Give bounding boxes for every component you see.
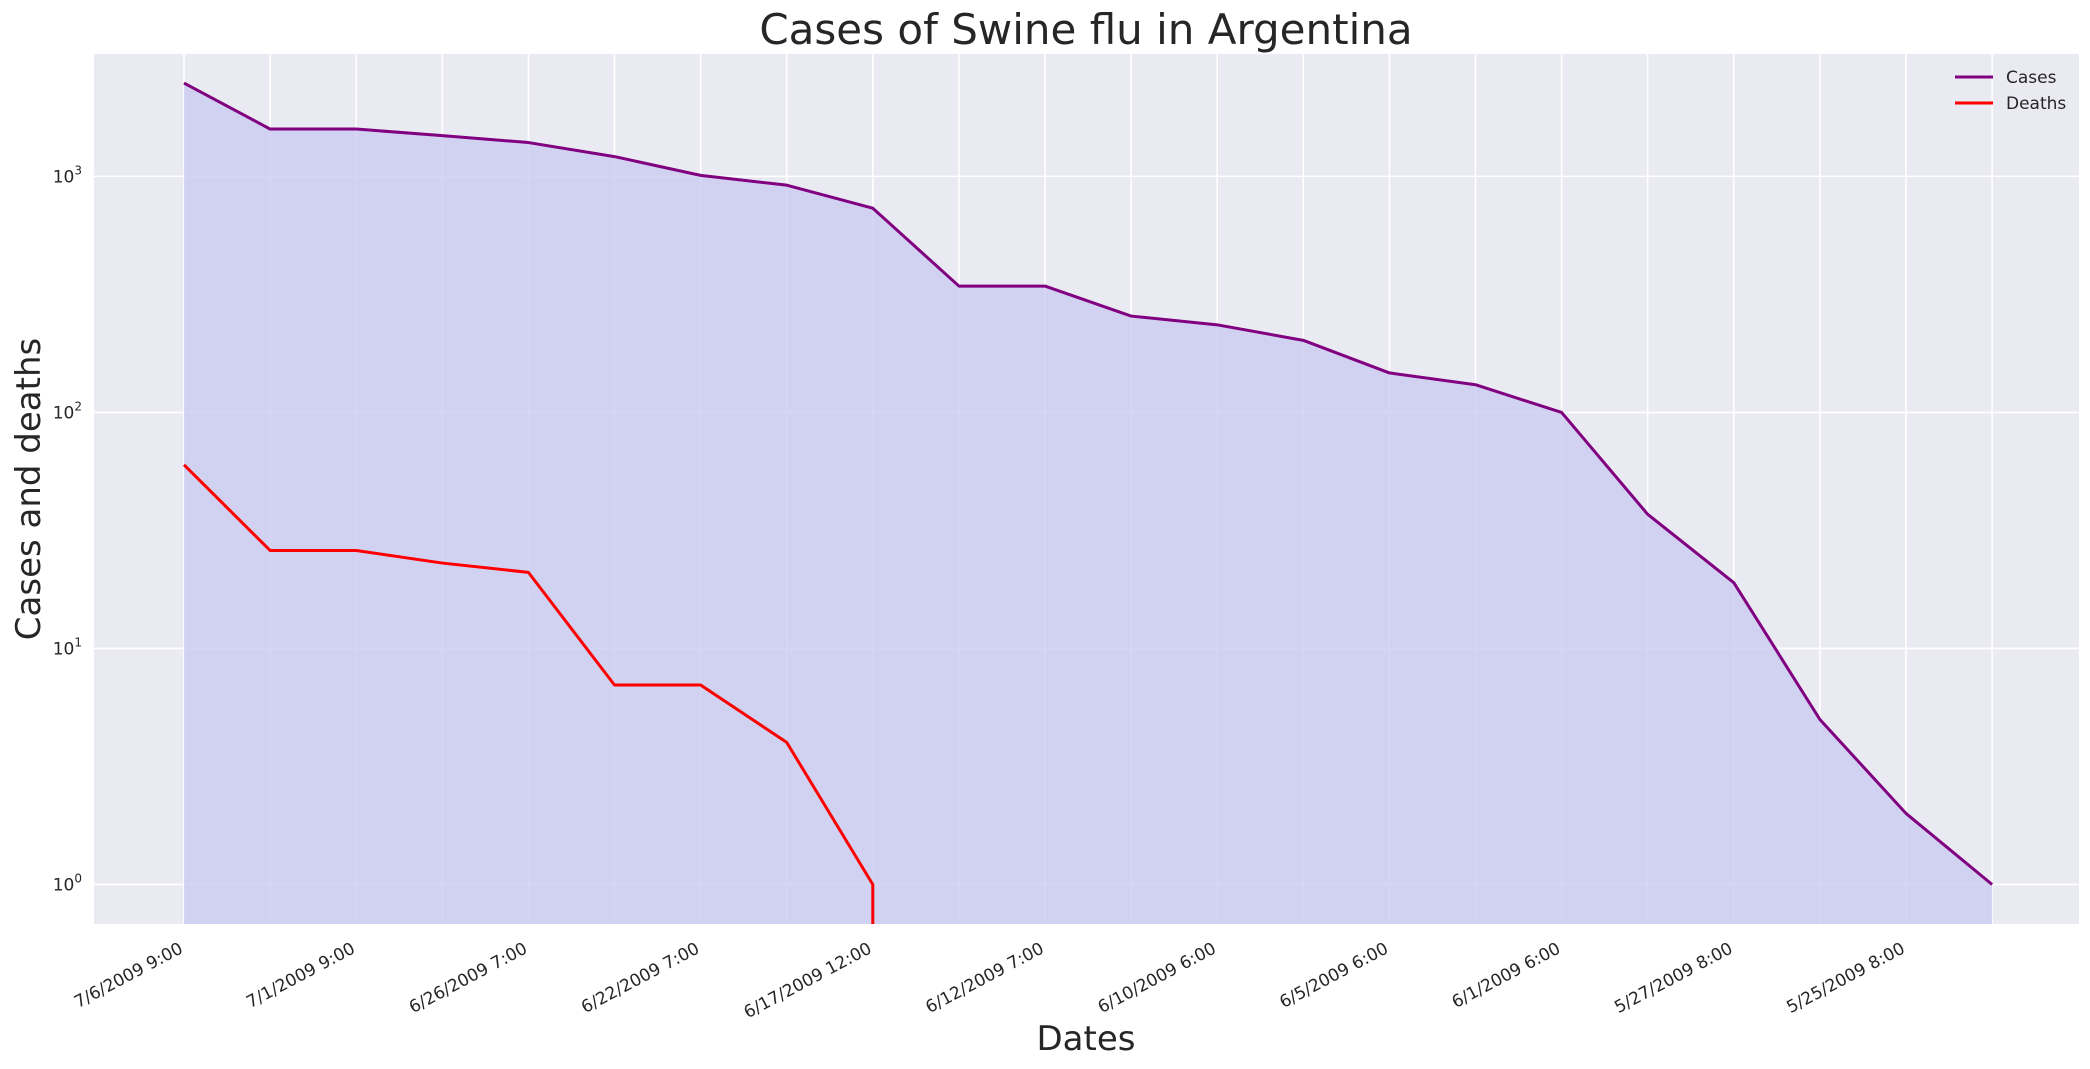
cases-area-fill: [184, 83, 1993, 924]
x-tick-label: 6/1/2009 6:00: [1449, 939, 1564, 1013]
y-tick-label: 102: [53, 399, 82, 423]
x-tick-label: 7/1/2009 9:00: [243, 939, 358, 1013]
y-tick-label: 103: [53, 163, 82, 187]
x-tick-label: 6/22/2009 7:00: [578, 939, 703, 1018]
x-tick-label: 7/6/2009 9:00: [71, 939, 186, 1013]
series-lines-layer: [182, 81, 1994, 924]
x-tick-label: 5/27/2009 8:00: [1611, 939, 1736, 1018]
series-line-deaths: [182, 463, 875, 924]
area-fill-layer: [184, 83, 1993, 924]
x-tick-label: 6/5/2009 6:00: [1276, 939, 1391, 1013]
x-tick-labels: 7/6/2009 9:00 7/1/2009 9:00 6/26/2009 7:00…: [71, 939, 1908, 1023]
x-tick-label: 6/10/2009 6:00: [1095, 939, 1220, 1018]
y-axis-label: Cases and deaths: [9, 338, 49, 640]
legend-label-deaths: Deaths: [2006, 94, 2066, 114]
series-line-cases: [183, 81, 1994, 886]
legend: Cases Deaths: [1955, 68, 2066, 114]
y-tick-label: 100: [53, 871, 82, 895]
y-tick-label: 101: [53, 635, 82, 659]
chart-title: Cases of Swine flu in Argentina: [759, 5, 1412, 54]
x-tick-label: 5/25/2009 8:00: [1784, 939, 1909, 1018]
legend-label-cases: Cases: [2006, 68, 2057, 88]
x-axis-label: Dates: [1037, 1019, 1136, 1059]
y-tick-labels: 100 101 102 103: [53, 163, 82, 895]
x-tick-label: 6/17/2009 12:00: [741, 939, 875, 1023]
x-tick-label: 6/12/2009 7:00: [923, 939, 1048, 1018]
x-tick-label: 6/26/2009 7:00: [406, 939, 531, 1018]
